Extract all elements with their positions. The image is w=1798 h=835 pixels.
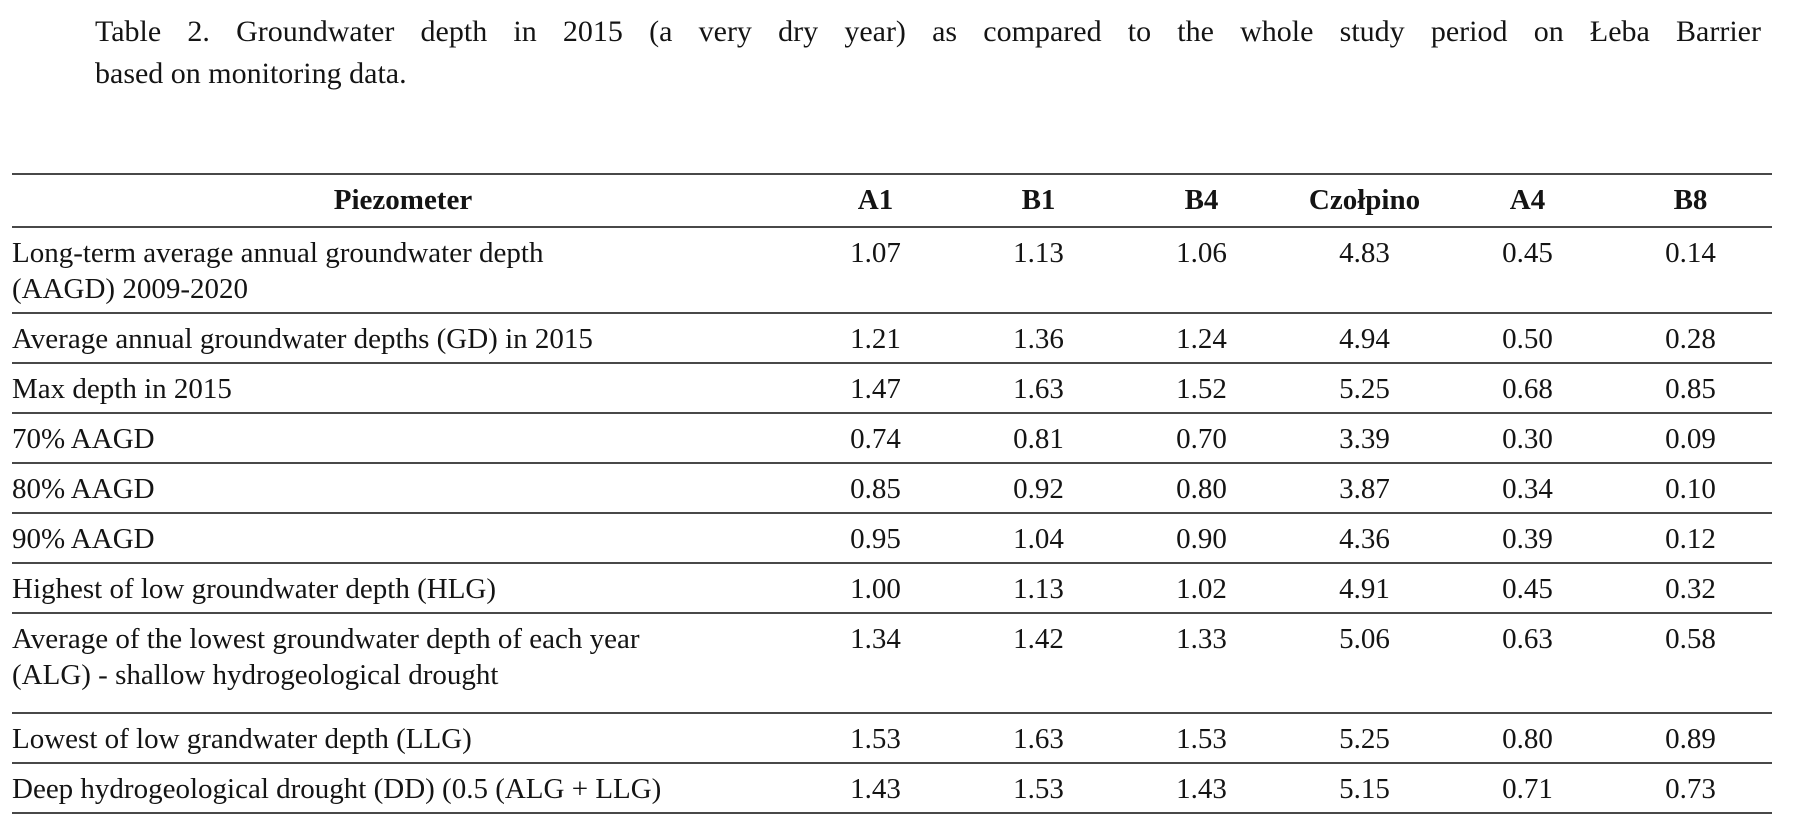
cell-value: 0.85 <box>1665 373 1716 405</box>
cell-value: 0.32 <box>1665 573 1716 605</box>
cell-value: 1.33 <box>1176 623 1227 655</box>
cell-value: 0.90 <box>1176 523 1227 555</box>
row-label: Deep hydrogeological drought (DD) (0.5 (… <box>12 773 662 805</box>
column-header-b4: B4 <box>1184 184 1219 216</box>
row-label: Max depth in 2015 <box>12 373 232 405</box>
table-row: Average annual groundwater depths (GD) i… <box>12 313 1772 363</box>
row-label: Highest of low groundwater depth (HLG) <box>12 573 497 605</box>
cell-value: 1.02 <box>1176 573 1227 605</box>
table-row: Long-term average annual groundwater dep… <box>12 227 1772 313</box>
table-row: 90% AAGD 0.95 1.04 0.90 4.36 0.39 0.12 <box>12 513 1772 563</box>
groundwater-depth-table: Piezometer A1 B1 B4 Czołpino A4 B8 Long-… <box>12 173 1772 814</box>
row-label: Lowest of low grandwater depth (LLG) <box>12 723 472 755</box>
table-row: Max depth in 2015 1.47 1.63 1.52 5.25 0.… <box>12 363 1772 413</box>
cell-value: 1.53 <box>850 723 901 755</box>
cell-value: 1.53 <box>1013 773 1064 805</box>
table-caption: Table 2. Groundwater depth in 2015 (a ve… <box>95 11 1761 95</box>
row-label: 70% AAGD <box>12 423 155 455</box>
cell-value: 0.68 <box>1502 373 1553 405</box>
column-header-czolpino: Czołpino <box>1308 184 1421 216</box>
table-row: Average of the lowest groundwater depth … <box>12 613 1772 713</box>
header-row: Piezometer A1 B1 B4 Czołpino A4 B8 <box>12 174 1772 227</box>
cell-value: 4.83 <box>1339 237 1390 269</box>
cell-value: 0.89 <box>1665 723 1716 755</box>
column-header-piezometer: Piezometer <box>333 184 473 216</box>
cell-value: 1.34 <box>850 623 901 655</box>
cell-value: 1.00 <box>850 573 901 605</box>
cell-value: 4.91 <box>1339 573 1390 605</box>
table-row: 70% AAGD 0.74 0.81 0.70 3.39 0.30 0.09 <box>12 413 1772 463</box>
cell-value: 0.30 <box>1502 423 1553 455</box>
cell-value: 0.85 <box>850 473 901 505</box>
cell-value: 0.73 <box>1665 773 1716 805</box>
caption-line-1: Table 2. Groundwater depth in 2015 (a ve… <box>95 15 1761 48</box>
cell-value: 5.25 <box>1339 723 1390 755</box>
cell-value: 5.06 <box>1339 623 1390 655</box>
cell-value: 1.63 <box>1013 723 1064 755</box>
cell-value: 1.06 <box>1176 237 1227 269</box>
cell-value: 0.45 <box>1502 237 1553 269</box>
cell-value: 0.63 <box>1502 623 1553 655</box>
row-label: Average annual groundwater depths (GD) i… <box>12 323 593 355</box>
cell-value: 0.09 <box>1665 423 1716 455</box>
cell-value: 1.13 <box>1013 573 1064 605</box>
cell-value: 1.63 <box>1013 373 1064 405</box>
column-header-a1: A1 <box>857 184 894 216</box>
cell-value: 5.25 <box>1339 373 1390 405</box>
cell-value: 0.10 <box>1665 473 1716 505</box>
cell-value: 5.15 <box>1339 773 1390 805</box>
cell-value: 1.43 <box>1176 773 1227 805</box>
cell-value: 1.52 <box>1176 373 1227 405</box>
cell-value: 0.28 <box>1665 323 1716 355</box>
column-header-b8: B8 <box>1673 184 1708 216</box>
cell-value: 0.95 <box>850 523 901 555</box>
cell-value: 4.36 <box>1339 523 1390 555</box>
cell-value: 1.36 <box>1013 323 1064 355</box>
cell-value: 1.13 <box>1013 237 1064 269</box>
cell-value: 0.80 <box>1502 723 1553 755</box>
cell-value: 0.45 <box>1502 573 1553 605</box>
cell-value: 1.07 <box>850 237 901 269</box>
table-row: Deep hydrogeological drought (DD) (0.5 (… <box>12 763 1772 813</box>
cell-value: 3.87 <box>1339 473 1390 505</box>
cell-value: 3.39 <box>1339 423 1390 455</box>
column-header-b1: B1 <box>1021 184 1056 216</box>
row-label: Average of the lowest groundwater depth … <box>12 623 640 691</box>
cell-value: 0.74 <box>850 423 901 455</box>
cell-value: 0.14 <box>1665 237 1716 269</box>
cell-value: 0.81 <box>1013 423 1064 455</box>
cell-value: 4.94 <box>1339 323 1390 355</box>
row-label: Long-term average annual groundwater dep… <box>12 237 544 305</box>
cell-value: 1.42 <box>1013 623 1064 655</box>
cell-value: 0.71 <box>1502 773 1553 805</box>
cell-value: 1.24 <box>1176 323 1227 355</box>
cell-value: 1.53 <box>1176 723 1227 755</box>
cell-value: 0.92 <box>1013 473 1064 505</box>
cell-value: 1.21 <box>850 323 901 355</box>
table-row: Lowest of low grandwater depth (LLG) 1.5… <box>12 713 1772 763</box>
cell-value: 1.43 <box>850 773 901 805</box>
column-header-a4: A4 <box>1509 184 1546 216</box>
cell-value: 0.80 <box>1176 473 1227 505</box>
cell-value: 1.47 <box>850 373 901 405</box>
row-label: 90% AAGD <box>12 523 155 555</box>
cell-value: 1.04 <box>1013 523 1064 555</box>
cell-value: 0.70 <box>1176 423 1227 455</box>
cell-value: 0.34 <box>1502 473 1553 505</box>
cell-value: 0.50 <box>1502 323 1553 355</box>
caption-line-2: based on monitoring data. <box>95 57 407 90</box>
table-row: 80% AAGD 0.85 0.92 0.80 3.87 0.34 0.10 <box>12 463 1772 513</box>
cell-value: 0.39 <box>1502 523 1553 555</box>
cell-value: 0.12 <box>1665 523 1716 555</box>
row-label: 80% AAGD <box>12 473 155 505</box>
cell-value: 0.58 <box>1665 623 1716 655</box>
table-row: Highest of low groundwater depth (HLG) 1… <box>12 563 1772 613</box>
